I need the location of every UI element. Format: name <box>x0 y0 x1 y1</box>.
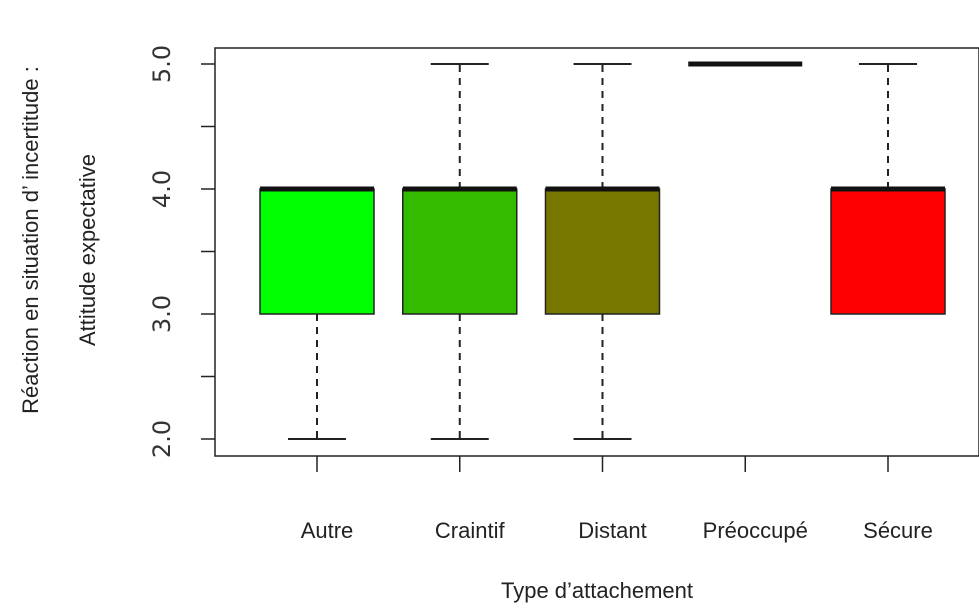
y-axis-title-line1: Réaction en situation d’ incertitude : <box>18 66 43 414</box>
y-tick-label: 5.0 <box>148 45 176 83</box>
category-label: Craintif <box>435 518 506 543</box>
x-axis-title: Type d’attachement <box>501 578 693 603</box>
y-tick-label: 3.0 <box>148 295 176 333</box>
category-label: Distant <box>578 518 646 543</box>
box-0 <box>259 188 375 315</box>
y-axis-title-line2: Attitude expectative <box>75 154 100 346</box>
y-tick-label: 2.0 <box>148 420 176 458</box>
category-label: Autre <box>301 518 354 543</box>
category-label: Préoccupé <box>703 518 808 543</box>
box-1 <box>402 188 518 315</box>
category-label: Sécure <box>863 518 933 543</box>
y-tick-label: 4.0 <box>148 170 176 208</box>
box-2 <box>544 188 661 315</box>
plot-area: 2.0 3.0 4.0 5.0 Autre Craintif Distant Préoccup… <box>148 45 979 543</box>
box-4 <box>830 188 946 315</box>
